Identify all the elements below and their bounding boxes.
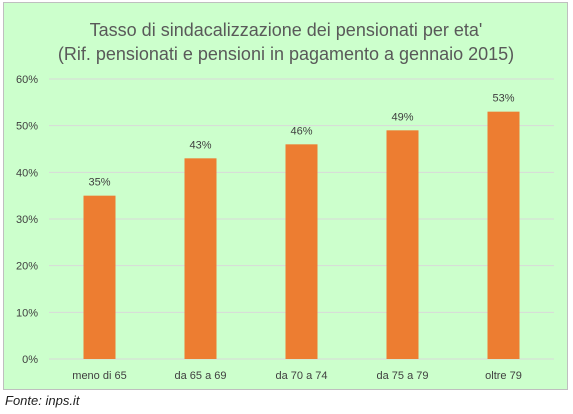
y-tick-label: 60% [16,74,38,86]
bar-value-label: 49% [391,111,413,123]
bar [184,158,217,359]
bar [487,111,520,360]
chart-svg: Tasso di sindacalizzazione dei pensionat… [16,20,554,382]
bar-value-label: 35% [88,177,110,189]
bar-value-label: 43% [189,139,211,151]
x-tick-label: meno di 65 [72,370,126,382]
y-tick-label: 10% [16,307,38,319]
bar [285,144,318,359]
x-tick-label: da 65 a 69 [175,370,227,382]
x-tick-label: da 70 a 74 [276,370,328,382]
x-tick-label: oltre 79 [485,370,522,382]
x-axis-tick-labels: meno di 65 da 65 a 69 da 70 a 74 da 75 a 79… [72,370,522,382]
y-tick-label: 0% [22,354,38,366]
y-tick-label: 20% [16,261,38,273]
bar [386,130,419,359]
bar-value-label: 53% [492,93,514,105]
y-tick-label: 30% [16,214,38,226]
x-tick-label: da 75 a 79 [377,370,429,382]
y-tick-label: 50% [16,121,38,133]
chart-title-line-2: (Rif. pensionati e pensioni in pagamento… [58,44,514,64]
bar-value-label: 46% [290,125,312,137]
chart-title: Tasso di sindacalizzazione dei pensionat… [58,20,514,64]
data-labels: 35% 43% 46% 49% 53% [88,93,514,189]
bar [83,195,116,359]
chart-frame: Tasso di sindacalizzazione dei pensionat… [3,2,568,390]
chart-title-line-1: Tasso di sindacalizzazione dei pensionat… [90,20,483,40]
y-axis-tick-labels: 0% 10% 20% 30% 40% 50% 60% [16,74,38,366]
y-tick-label: 40% [16,167,38,179]
bars [83,111,520,360]
source-note: Fonte: inps.it [5,393,80,408]
